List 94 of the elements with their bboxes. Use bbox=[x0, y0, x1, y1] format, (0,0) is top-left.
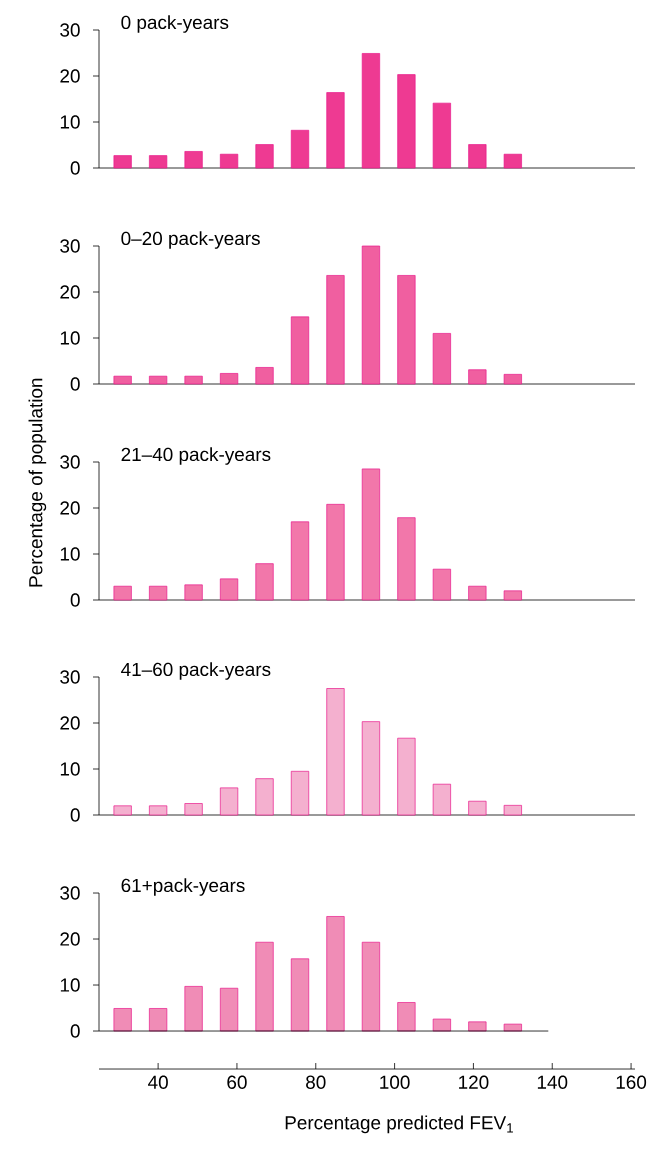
x-tick-label: 160 bbox=[616, 1075, 647, 1089]
x-tick-label: 80 bbox=[306, 1075, 326, 1089]
bar bbox=[149, 805, 168, 816]
y-tick-label: 10 bbox=[60, 331, 80, 345]
y-tick-label: 30 bbox=[60, 23, 80, 37]
y-tick-label: 30 bbox=[60, 886, 80, 900]
bar bbox=[503, 805, 522, 816]
y-tick-label: 0 bbox=[70, 1024, 80, 1038]
bar bbox=[503, 1023, 522, 1032]
bar bbox=[290, 521, 310, 601]
bar bbox=[255, 941, 274, 1032]
bar bbox=[255, 144, 274, 169]
x-tick-label: 60 bbox=[227, 1075, 247, 1089]
bar bbox=[219, 787, 239, 816]
x-tick-label: 120 bbox=[459, 1075, 489, 1089]
bar bbox=[432, 783, 451, 816]
bar bbox=[468, 800, 487, 816]
y-tick-label: 20 bbox=[60, 932, 80, 946]
bar bbox=[326, 916, 345, 1032]
bar bbox=[432, 333, 451, 385]
bar bbox=[219, 153, 239, 169]
bar bbox=[149, 1008, 168, 1032]
x-tick-label: 140 bbox=[537, 1075, 568, 1089]
y-tick-label: 10 bbox=[60, 762, 80, 776]
bar bbox=[326, 503, 345, 601]
bar bbox=[361, 941, 381, 1032]
bar bbox=[290, 316, 310, 385]
x-tick-label: 100 bbox=[380, 1075, 410, 1089]
chart-title: 0 pack-years bbox=[121, 15, 229, 33]
bar bbox=[432, 568, 451, 601]
x-tick-label: 40 bbox=[148, 1075, 168, 1089]
bar bbox=[397, 74, 416, 169]
bar bbox=[290, 129, 310, 169]
bar bbox=[113, 1008, 132, 1032]
y-tick-label: 10 bbox=[60, 115, 80, 129]
y-tick-label: 0 bbox=[70, 593, 80, 607]
y-tick-label: 30 bbox=[60, 239, 80, 253]
bar bbox=[184, 803, 203, 816]
bar bbox=[184, 986, 203, 1032]
y-tick-label: 0 bbox=[70, 808, 80, 822]
bar bbox=[361, 721, 381, 816]
chart-title: 21–40 pack-years bbox=[121, 447, 271, 465]
y-tick-label: 0 bbox=[70, 161, 80, 175]
chart-title: 61+pack-years bbox=[121, 878, 245, 896]
y-axis-title: Percentage of population bbox=[28, 378, 47, 587]
y-tick-label: 20 bbox=[60, 716, 80, 730]
bar bbox=[397, 737, 416, 816]
y-tick-label: 10 bbox=[60, 547, 80, 561]
bar bbox=[149, 585, 168, 601]
bar bbox=[503, 590, 522, 601]
bar bbox=[184, 584, 203, 601]
chart-title: 0–20 pack-years bbox=[121, 231, 260, 249]
bar bbox=[219, 987, 239, 1032]
bar bbox=[468, 144, 487, 169]
bar bbox=[184, 151, 203, 169]
bar bbox=[255, 563, 274, 601]
bar bbox=[468, 585, 487, 601]
bar bbox=[290, 958, 310, 1032]
chart-title: 41–60 pack-years bbox=[121, 662, 271, 680]
bar bbox=[149, 155, 168, 169]
bar bbox=[255, 367, 274, 385]
bar bbox=[361, 245, 381, 385]
bar bbox=[503, 153, 522, 169]
y-tick-label: 20 bbox=[60, 285, 80, 299]
y-tick-label: 10 bbox=[60, 978, 80, 992]
bar bbox=[468, 1021, 487, 1032]
bar bbox=[503, 373, 522, 385]
y-tick-label: 20 bbox=[60, 501, 80, 515]
y-tick-label: 30 bbox=[60, 670, 80, 684]
bar bbox=[326, 688, 345, 816]
bar bbox=[397, 1002, 416, 1032]
bar bbox=[468, 369, 487, 385]
bar bbox=[432, 102, 451, 169]
bar bbox=[361, 468, 381, 601]
bar bbox=[219, 578, 239, 601]
bar bbox=[219, 373, 239, 385]
bar bbox=[290, 770, 310, 816]
y-tick-label: 20 bbox=[60, 69, 80, 83]
x-axis-title: Percentage predicted FEV$_{1}$ bbox=[285, 1115, 513, 1134]
bar bbox=[432, 1018, 451, 1032]
bar bbox=[113, 805, 132, 816]
bar bbox=[113, 375, 132, 385]
bar bbox=[149, 375, 168, 385]
bar bbox=[361, 53, 381, 169]
bar bbox=[255, 778, 274, 816]
bar bbox=[397, 275, 416, 385]
bar bbox=[113, 155, 132, 169]
y-tick-label: 30 bbox=[60, 455, 80, 469]
y-tick-label: 0 bbox=[70, 377, 80, 391]
bar bbox=[184, 375, 203, 385]
bar bbox=[326, 92, 345, 169]
bar bbox=[326, 275, 345, 385]
bar bbox=[113, 585, 132, 601]
bar bbox=[397, 517, 416, 601]
